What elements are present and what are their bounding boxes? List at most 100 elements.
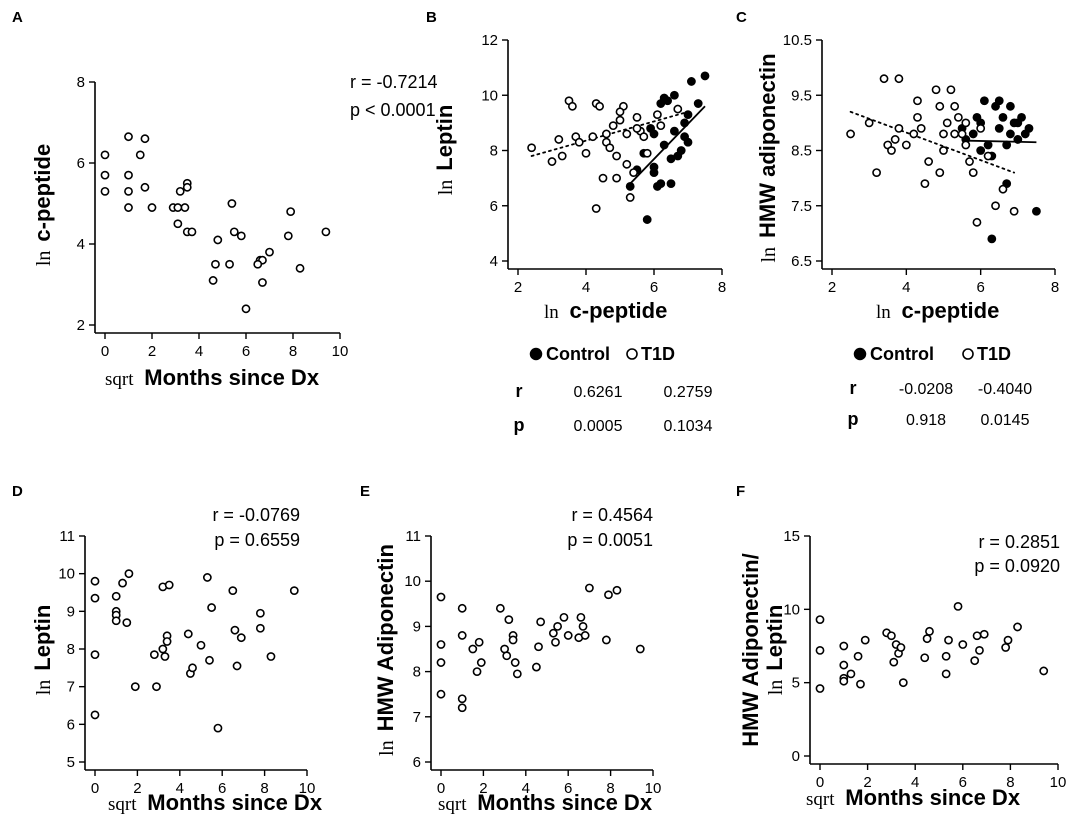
data-point-t1d: [180, 203, 190, 212]
table-t1d-r: 0.2759: [664, 384, 713, 401]
data-point-t1d: [598, 173, 608, 183]
data-point-t1d: [253, 259, 263, 269]
x-tick-label: 6: [650, 279, 658, 296]
y-tick-label: 8: [77, 74, 85, 91]
data-point-t1d: [321, 227, 331, 237]
y-axis-title: ln Leptin: [432, 105, 457, 196]
data-point-t1d: [939, 146, 948, 155]
data-point-t1d: [602, 129, 611, 139]
data-point-t1d: [527, 143, 536, 153]
data-point-t1d: [944, 635, 953, 645]
data-point-control: [987, 234, 997, 244]
data-point-t1d: [953, 602, 963, 611]
data-point-t1d: [286, 207, 296, 216]
data-point-t1d: [124, 186, 133, 196]
data-point-t1d: [124, 132, 133, 142]
data-point-t1d: [122, 618, 132, 628]
legend-marker-control: [529, 347, 543, 361]
y-axis-prefix: ln: [33, 246, 55, 267]
x-axis-prefix: ln: [544, 302, 564, 323]
data-point-t1d: [183, 629, 193, 639]
data-point-t1d: [457, 603, 467, 613]
data-point-t1d: [853, 651, 863, 661]
data-point-t1d: [953, 112, 963, 122]
data-point-control: [659, 93, 669, 103]
data-point-t1d: [211, 259, 220, 269]
y-axis-title: ln c-peptide: [30, 144, 55, 266]
data-point-control: [1006, 129, 1015, 139]
x-tick-label: 2: [828, 279, 836, 296]
data-point-t1d: [232, 661, 242, 671]
x-axis-prefix: ln: [876, 302, 896, 323]
x-axis-title: ln c-peptide: [544, 298, 667, 323]
y-axis-label: HMW adiponectin: [755, 53, 780, 238]
x-axis-title: sqrt Months since Dx: [105, 365, 320, 390]
data-point-control: [968, 129, 978, 139]
x-axis-label: c-peptide: [570, 298, 668, 323]
y-axis-label: c-peptide: [30, 144, 55, 242]
x-axis-label: c-peptide: [902, 298, 1000, 323]
data-point-control: [659, 140, 669, 150]
data-point-t1d: [241, 304, 251, 314]
data-point-control: [983, 140, 993, 150]
data-point-t1d: [213, 723, 223, 733]
data-point-t1d: [941, 651, 951, 661]
data-point-t1d: [615, 115, 625, 125]
x-tick-label: 4: [176, 780, 184, 797]
y-axis-prefix: ln: [33, 675, 55, 696]
data-point-t1d: [476, 658, 486, 667]
data-point-t1d: [266, 652, 276, 661]
data-point-control: [976, 146, 986, 155]
data-point-t1d: [968, 168, 978, 177]
data-point-control: [670, 90, 679, 100]
data-point-t1d: [164, 580, 174, 590]
data-point-t1d: [656, 121, 666, 131]
data-point-t1d: [512, 669, 522, 679]
data-point-t1d: [188, 663, 197, 673]
data-point-control: [1006, 101, 1015, 111]
panel-label: F: [736, 483, 745, 500]
x-axis-label: Months since Dx: [144, 365, 320, 390]
table-r-label: r: [849, 378, 856, 398]
y-tick-label: 6.5: [791, 253, 812, 270]
y-tick-label: 11: [59, 528, 75, 545]
y-axis-label: Leptin: [432, 105, 457, 171]
y-axis-label: Leptin: [30, 605, 55, 671]
data-point-t1d: [846, 669, 856, 679]
data-point-t1d: [578, 622, 588, 631]
y-axis-prefix: ln: [758, 242, 780, 263]
y-tick-label: 4: [77, 236, 85, 253]
data-point-control: [649, 162, 659, 172]
data-point-t1d: [536, 617, 546, 627]
data-point-control: [666, 179, 676, 189]
x-axis-title: sqrt Months since Dx: [438, 790, 653, 815]
y-axis-title: ln HMW adiponectin: [755, 53, 780, 262]
data-point-t1d: [941, 669, 951, 679]
data-point-t1d: [920, 653, 930, 663]
x-axis-label: Months since Dx: [477, 790, 653, 815]
data-point-t1d: [622, 159, 632, 169]
data-point-control: [670, 126, 679, 136]
data-point-t1d: [909, 129, 919, 139]
data-point-t1d: [100, 150, 110, 160]
legend-marker-t1d: [626, 348, 638, 360]
data-point-t1d: [1009, 206, 1019, 216]
x-tick-label: 0: [91, 780, 99, 797]
data-point-control: [676, 146, 686, 155]
data-point-t1d: [255, 623, 265, 633]
data-point-t1d: [920, 179, 930, 189]
data-point-control: [693, 99, 703, 108]
data-point-t1d: [815, 684, 825, 693]
data-point-t1d: [931, 85, 941, 95]
data-point-t1d: [568, 101, 577, 111]
data-point-t1d: [457, 703, 467, 713]
data-point-t1d: [632, 112, 642, 122]
data-point-t1d: [436, 658, 446, 667]
data-point-t1d: [922, 634, 932, 644]
y-axis-title: ln Leptin: [762, 605, 787, 696]
panel-e: E 0 2 4 6 8 10 6 7 8 9 10 11 sqrt Months since Dx ln H…: [360, 483, 661, 815]
y-tick-label: 8: [413, 664, 421, 681]
x-axis-prefix: sqrt: [806, 789, 839, 810]
data-point-t1d: [839, 660, 849, 670]
